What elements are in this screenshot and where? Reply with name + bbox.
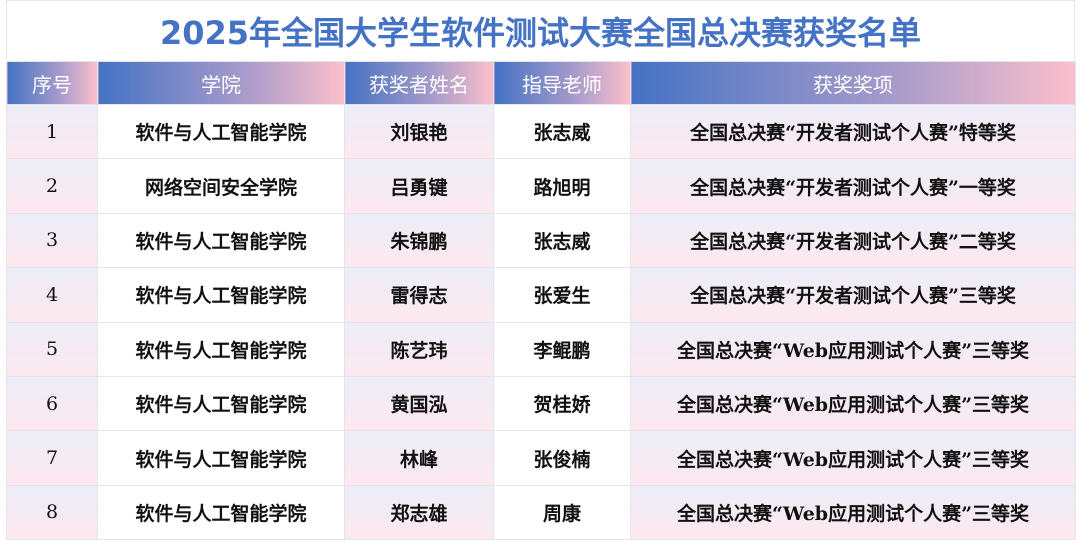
cell-award: 全国总决赛“开发者测试个人赛”一等奖 [630,158,1076,214]
cell-award: 全国总决赛“Web应用测试个人赛”三等奖 [630,430,1076,486]
table-row: 8 软件与人工智能学院 郑志雄 周康 全国总决赛“Web应用测试个人赛”三等奖 [6,484,1076,541]
cell-index: 3 [6,212,98,269]
table-row: 2 网络空间安全学院 吕勇键 路旭明 全国总决赛“开发者测试个人赛”一等奖 [6,158,1076,214]
table-row: 1 软件与人工智能学院 刘银艳 张志威 全国总决赛“开发者测试个人赛”特等奖 [6,103,1076,160]
cell-advisor: 贺桂娇 [493,375,631,432]
cell-award: 全国总决赛“Web应用测试个人赛”三等奖 [630,375,1076,432]
header-advisor: 指导老师 [493,61,631,105]
cell-college: 软件与人工智能学院 [97,375,345,432]
cell-index: 1 [6,103,98,160]
cell-advisor: 张爱生 [493,267,631,323]
cell-index: 2 [6,158,98,214]
cell-advisor: 路旭明 [493,158,631,214]
cell-college: 软件与人工智能学院 [97,430,345,486]
cell-index: 5 [6,321,98,377]
cell-advisor: 周康 [493,484,631,541]
cell-award: 全国总决赛“开发者测试个人赛”二等奖 [630,212,1076,269]
cell-winner: 黄国泓 [344,375,494,432]
cell-award: 全国总决赛“开发者测试个人赛”三等奖 [630,267,1076,323]
cell-winner: 郑志雄 [344,484,494,541]
table-row: 4 软件与人工智能学院 雷得志 张爱生 全国总决赛“开发者测试个人赛”三等奖 [6,267,1076,323]
cell-award: 全国总决赛“开发者测试个人赛”特等奖 [630,103,1076,160]
header-index: 序号 [6,61,98,105]
cell-winner: 刘银艳 [344,103,494,160]
header-college: 学院 [97,61,345,105]
cell-college: 软件与人工智能学院 [97,103,345,160]
cell-winner: 朱锦鹏 [344,212,494,269]
header-row: 序号 学院 获奖者姓名 指导老师 获奖奖项 [6,61,1076,105]
cell-index: 6 [6,375,98,432]
header-award: 获奖奖项 [630,61,1076,105]
cell-winner: 林峰 [344,430,494,486]
table-row: 3 软件与人工智能学院 朱锦鹏 张志威 全国总决赛“开发者测试个人赛”二等奖 [6,212,1076,269]
cell-college: 网络空间安全学院 [97,158,345,214]
cell-winner: 吕勇键 [344,158,494,214]
page-title: 2025年全国大学生软件测试大赛全国总决赛获奖名单 [6,0,1075,60]
cell-award: 全国总决赛“Web应用测试个人赛”三等奖 [630,484,1076,541]
cell-college: 软件与人工智能学院 [97,321,345,377]
table-row: 5 软件与人工智能学院 陈艺玮 李鲲鹏 全国总决赛“Web应用测试个人赛”三等奖 [6,321,1076,377]
cell-college: 软件与人工智能学院 [97,267,345,323]
header-winner: 获奖者姓名 [344,61,494,105]
cell-college: 软件与人工智能学院 [97,212,345,269]
cell-advisor: 张俊楠 [493,430,631,486]
cell-index: 4 [6,267,98,323]
cell-index: 8 [6,484,98,541]
cell-index: 7 [6,430,98,486]
cell-award: 全国总决赛“Web应用测试个人赛”三等奖 [630,321,1076,377]
cell-advisor: 张志威 [493,103,631,160]
cell-winner: 雷得志 [344,267,494,323]
table-row: 6 软件与人工智能学院 黄国泓 贺桂娇 全国总决赛“Web应用测试个人赛”三等奖 [6,375,1076,432]
cell-college: 软件与人工智能学院 [97,484,345,541]
cell-winner: 陈艺玮 [344,321,494,377]
award-table: 序号 学院 获奖者姓名 指导老师 获奖奖项 1 软件与人工智能学院 刘银艳 张志威 全国… [6,61,1076,541]
table-row: 7 软件与人工智能学院 林峰 张俊楠 全国总决赛“Web应用测试个人赛”三等奖 [6,430,1076,486]
cell-advisor: 张志威 [493,212,631,269]
cell-advisor: 李鲲鹏 [493,321,631,377]
